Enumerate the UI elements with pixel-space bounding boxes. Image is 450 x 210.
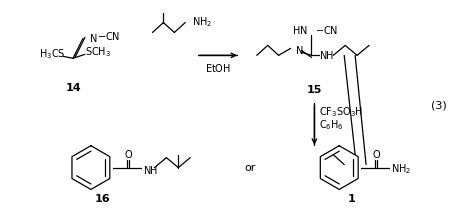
Text: $\mathrm{NH_2}$: $\mathrm{NH_2}$ (391, 163, 411, 176)
Text: $\mathrm{-CN}$: $\mathrm{-CN}$ (315, 25, 339, 37)
Text: $\mathrm{NH_2}$: $\mathrm{NH_2}$ (192, 16, 212, 29)
Text: 14: 14 (65, 83, 81, 93)
Text: (3): (3) (431, 100, 446, 110)
Text: $\mathrm{N}$: $\mathrm{N}$ (89, 32, 97, 45)
Text: 16: 16 (95, 194, 111, 204)
Text: $\mathrm{N}$: $\mathrm{N}$ (295, 44, 303, 56)
Text: $\mathrm{SCH_3}$: $\mathrm{SCH_3}$ (85, 45, 111, 59)
Text: $\mathrm{O}$: $\mathrm{O}$ (124, 148, 133, 160)
Text: $\mathrm{CF_3SO_3H}$: $\mathrm{CF_3SO_3H}$ (320, 105, 364, 119)
Text: or: or (244, 163, 256, 173)
Text: $\mathrm{H_3CS}$: $\mathrm{H_3CS}$ (39, 47, 66, 61)
Text: 1: 1 (347, 194, 355, 204)
Text: 15: 15 (307, 85, 322, 95)
Text: $\mathrm{NH}$: $\mathrm{NH}$ (143, 164, 158, 176)
Text: $\mathrm{C_6H_6}$: $\mathrm{C_6H_6}$ (320, 118, 344, 132)
Text: $\mathrm{EtOH}$: $\mathrm{EtOH}$ (205, 62, 231, 74)
Text: $\mathrm{HN}$: $\mathrm{HN}$ (292, 25, 307, 37)
Text: $\mathrm{-CN}$: $\mathrm{-CN}$ (97, 30, 120, 42)
Text: $\mathrm{NH}$: $\mathrm{NH}$ (320, 49, 335, 61)
Text: $\mathrm{O}$: $\mathrm{O}$ (373, 148, 382, 160)
